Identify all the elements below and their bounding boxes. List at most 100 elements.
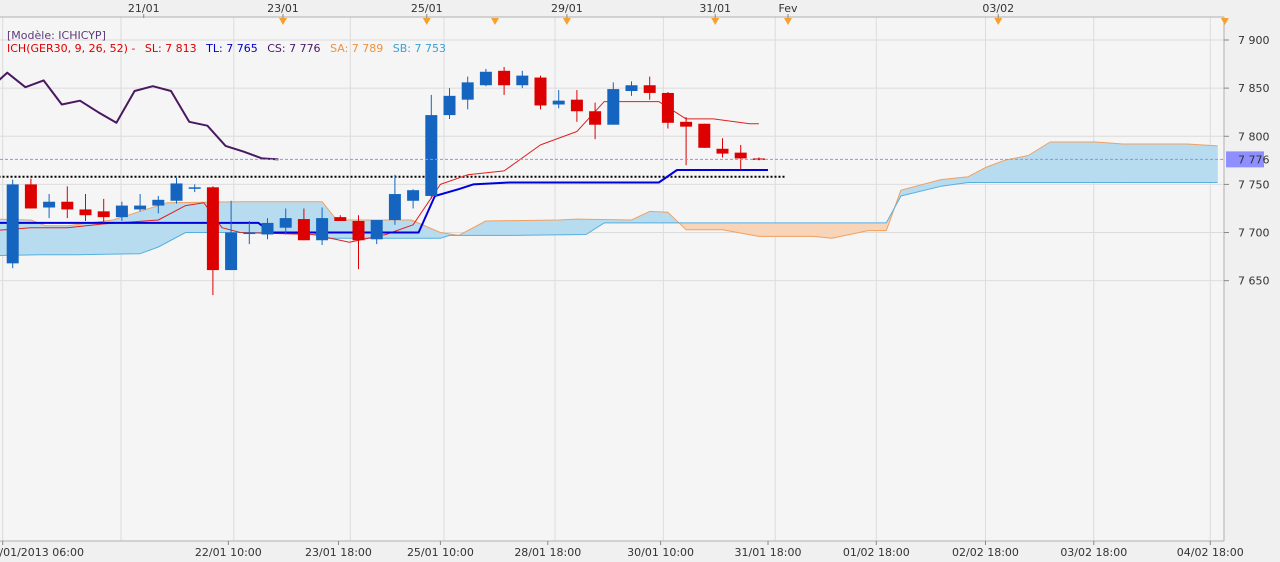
event-marker-icon[interactable] bbox=[562, 18, 571, 25]
candle-body bbox=[643, 85, 656, 93]
candle-bearish bbox=[716, 138, 729, 158]
cloud-segment bbox=[867, 222, 887, 231]
event-marker-icon[interactable] bbox=[1220, 18, 1229, 25]
event-marker-icon[interactable] bbox=[784, 18, 793, 25]
candle-body bbox=[752, 158, 765, 160]
bottom-axis-label: 28/01 18:00 bbox=[514, 546, 581, 559]
top-axis-label: 23/01 bbox=[267, 2, 299, 15]
y-tick-label: 7 650 bbox=[1238, 275, 1270, 288]
cloud-segment bbox=[685, 222, 723, 230]
candle-body bbox=[243, 232, 256, 235]
candle-body bbox=[388, 194, 401, 221]
bottom-axis-label: 31/01 18:00 bbox=[735, 546, 802, 559]
candle-bearish bbox=[206, 186, 219, 296]
candle-bullish bbox=[625, 81, 638, 96]
candle-bullish bbox=[134, 194, 147, 212]
candle-bearish bbox=[334, 215, 347, 221]
candle-body bbox=[24, 184, 37, 209]
candle-body bbox=[534, 77, 547, 106]
candle-bearish bbox=[297, 208, 310, 241]
cloud-segment bbox=[158, 202, 168, 248]
senkou-span-a-line bbox=[0, 141, 1218, 239]
candle-bullish bbox=[152, 195, 165, 214]
event-marker-icon[interactable] bbox=[491, 18, 499, 25]
candle-body bbox=[570, 99, 583, 112]
candle-body bbox=[589, 111, 602, 125]
candle-bearish bbox=[752, 157, 765, 161]
current-price-box bbox=[1226, 151, 1264, 168]
legend-ich: ICH(GER30, 9, 26, 52) - bbox=[7, 42, 135, 55]
candle-body bbox=[680, 121, 693, 127]
bottom-axis-label: 22/01 10:00 bbox=[195, 546, 262, 559]
cloud-segment bbox=[1049, 141, 1096, 183]
candle-bullish bbox=[461, 76, 474, 110]
senkou-spans bbox=[0, 141, 1218, 256]
candle-bullish bbox=[552, 90, 565, 109]
candle-bearish bbox=[79, 194, 92, 221]
bottom-axis-label: 04/02 18:00 bbox=[1177, 546, 1244, 559]
top-axis-label: 21/01 bbox=[128, 2, 160, 15]
candle-body bbox=[479, 71, 492, 86]
y-tick-label: 7 800 bbox=[1238, 130, 1270, 143]
legend: ICH(GER30, 9, 26, 52) - SL: 7 813 TL: 7 … bbox=[7, 42, 446, 55]
top-axis-labels: 21/01 23/01 25/01 29/01 31/01 Fev 03/02 bbox=[128, 2, 1229, 25]
candle-bullish bbox=[43, 194, 56, 219]
event-marker-icon[interactable] bbox=[278, 18, 287, 25]
candle-body bbox=[607, 89, 620, 125]
top-axis-label: Fev bbox=[779, 2, 798, 15]
legend-sb: SB: 7 753 bbox=[393, 42, 446, 55]
candle-body bbox=[297, 219, 310, 241]
cloud-segment bbox=[649, 211, 669, 224]
top-axis-label: 25/01 bbox=[411, 2, 443, 15]
candle-body bbox=[334, 217, 347, 221]
candle-body bbox=[498, 70, 511, 86]
cloud-segment bbox=[67, 224, 77, 255]
candle-body bbox=[170, 183, 183, 201]
candle-bearish bbox=[698, 123, 711, 148]
cloud-segment bbox=[813, 222, 832, 239]
candle-body bbox=[279, 218, 292, 228]
tenkan-sen bbox=[0, 169, 768, 234]
y-tick-label: 7 700 bbox=[1238, 227, 1270, 240]
tenkan-sen-line bbox=[0, 169, 768, 234]
legend-cs: CS: 7 776 bbox=[267, 42, 320, 55]
candle-bearish bbox=[498, 66, 511, 95]
y-tick-label: 7 850 bbox=[1238, 82, 1270, 95]
candle-body bbox=[97, 211, 110, 218]
candle-bullish bbox=[407, 189, 420, 209]
candles bbox=[6, 66, 765, 296]
event-marker-icon[interactable] bbox=[994, 18, 1003, 25]
candle-body bbox=[261, 222, 274, 235]
candle-bullish bbox=[115, 201, 128, 221]
candle-bullish bbox=[243, 220, 256, 245]
current-price-label: 7 776 bbox=[1238, 153, 1270, 166]
bottom-axis-label: 30/01 10:00 bbox=[627, 546, 694, 559]
legend-tl: TL: 7 765 bbox=[205, 42, 258, 55]
candle-body bbox=[698, 123, 711, 148]
chikou-span bbox=[0, 71, 279, 161]
candle-bearish bbox=[680, 117, 693, 166]
cloud-segment bbox=[512, 219, 559, 236]
candle-body bbox=[461, 82, 474, 100]
cloud-segment bbox=[30, 219, 41, 256]
cloud-segment bbox=[230, 201, 241, 233]
candle-bearish bbox=[661, 91, 674, 129]
cloud-segment bbox=[1122, 143, 1187, 183]
bottom-axis-label: 17/01/2013 06:00 bbox=[0, 546, 84, 559]
candle-bearish bbox=[734, 144, 747, 170]
event-marker-icon[interactable] bbox=[422, 18, 431, 25]
y-tick-label: 7 750 bbox=[1238, 178, 1270, 191]
candle-body bbox=[43, 201, 56, 208]
cloud-segment bbox=[758, 222, 814, 237]
candle-bullish bbox=[279, 208, 292, 235]
candle-bullish bbox=[316, 207, 329, 246]
bottom-axis-label: 25/01 10:00 bbox=[407, 546, 474, 559]
bottom-axis-label: 23/01 18:00 bbox=[305, 546, 372, 559]
candle-bullish bbox=[370, 220, 383, 245]
cloud-segment bbox=[45, 225, 68, 255]
event-marker-icon[interactable] bbox=[711, 18, 720, 25]
candle-bearish bbox=[589, 102, 602, 140]
current-price-marker[interactable]: 7 776 bbox=[1226, 151, 1270, 168]
cloud-segment bbox=[39, 223, 46, 255]
